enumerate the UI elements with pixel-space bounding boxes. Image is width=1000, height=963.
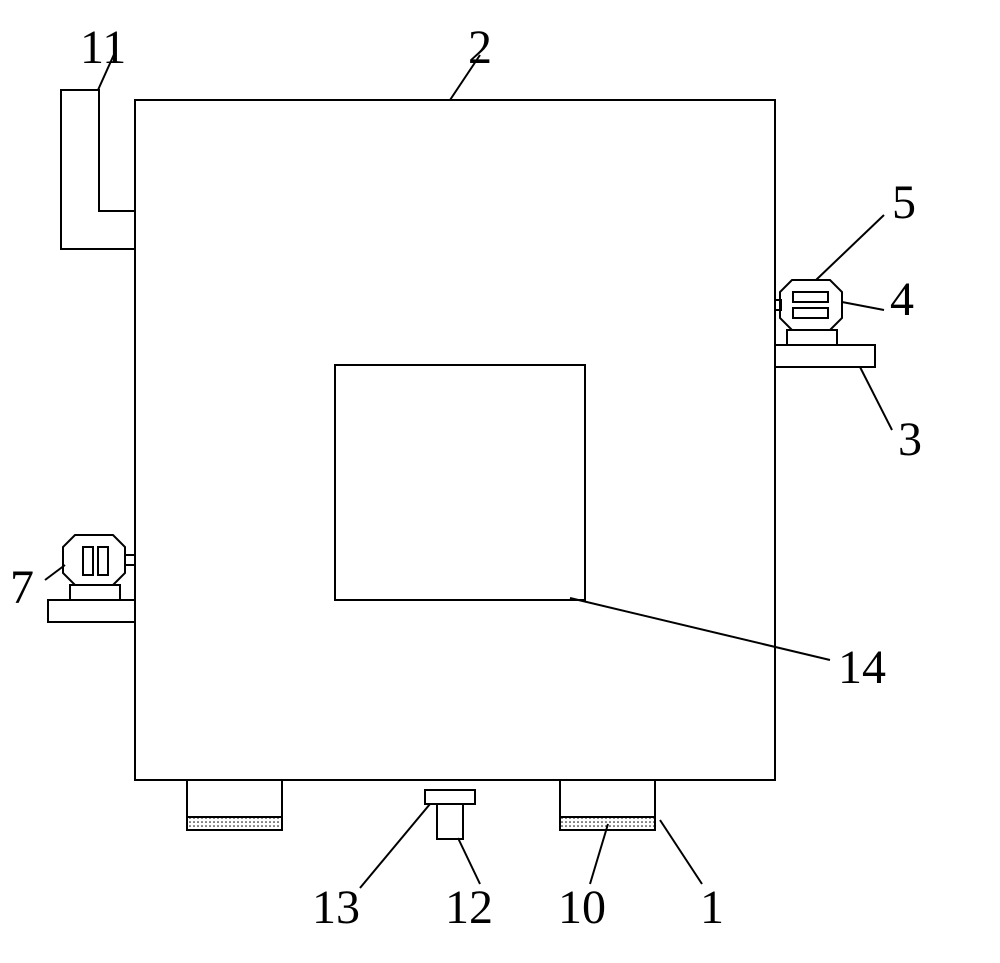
main-housing bbox=[135, 100, 775, 780]
diagram-canvas bbox=[0, 0, 1000, 963]
leader-line-13 bbox=[360, 804, 430, 888]
leader-line-14 bbox=[570, 598, 830, 660]
callout-label-10: 10 bbox=[558, 880, 606, 935]
foot-pad bbox=[187, 817, 282, 830]
leader-line-1 bbox=[660, 820, 702, 884]
callout-label-13: 13 bbox=[312, 880, 360, 935]
callout-label-2: 2 bbox=[468, 20, 492, 75]
leader-line-10 bbox=[590, 824, 608, 884]
callout-label-5: 5 bbox=[892, 175, 916, 230]
callout-label-14: 14 bbox=[838, 640, 886, 695]
leader-line-4 bbox=[842, 302, 884, 310]
inner-opening bbox=[335, 365, 585, 600]
callout-label-11: 11 bbox=[80, 20, 126, 75]
leader-line-12 bbox=[458, 838, 480, 884]
callout-label-3: 3 bbox=[898, 412, 922, 467]
outlet-pipe bbox=[437, 804, 463, 839]
callout-label-7: 7 bbox=[10, 560, 34, 615]
inlet-pipe bbox=[61, 90, 135, 249]
leader-line-3 bbox=[860, 367, 892, 430]
motor-platform-right bbox=[775, 345, 875, 367]
callout-label-12: 12 bbox=[445, 880, 493, 935]
motor-right bbox=[780, 280, 842, 330]
callout-label-4: 4 bbox=[890, 272, 914, 327]
outlet-flange bbox=[425, 790, 475, 804]
motor-platform-left bbox=[48, 600, 135, 622]
leader-line-5 bbox=[816, 215, 884, 280]
callout-label-1: 1 bbox=[700, 880, 724, 935]
